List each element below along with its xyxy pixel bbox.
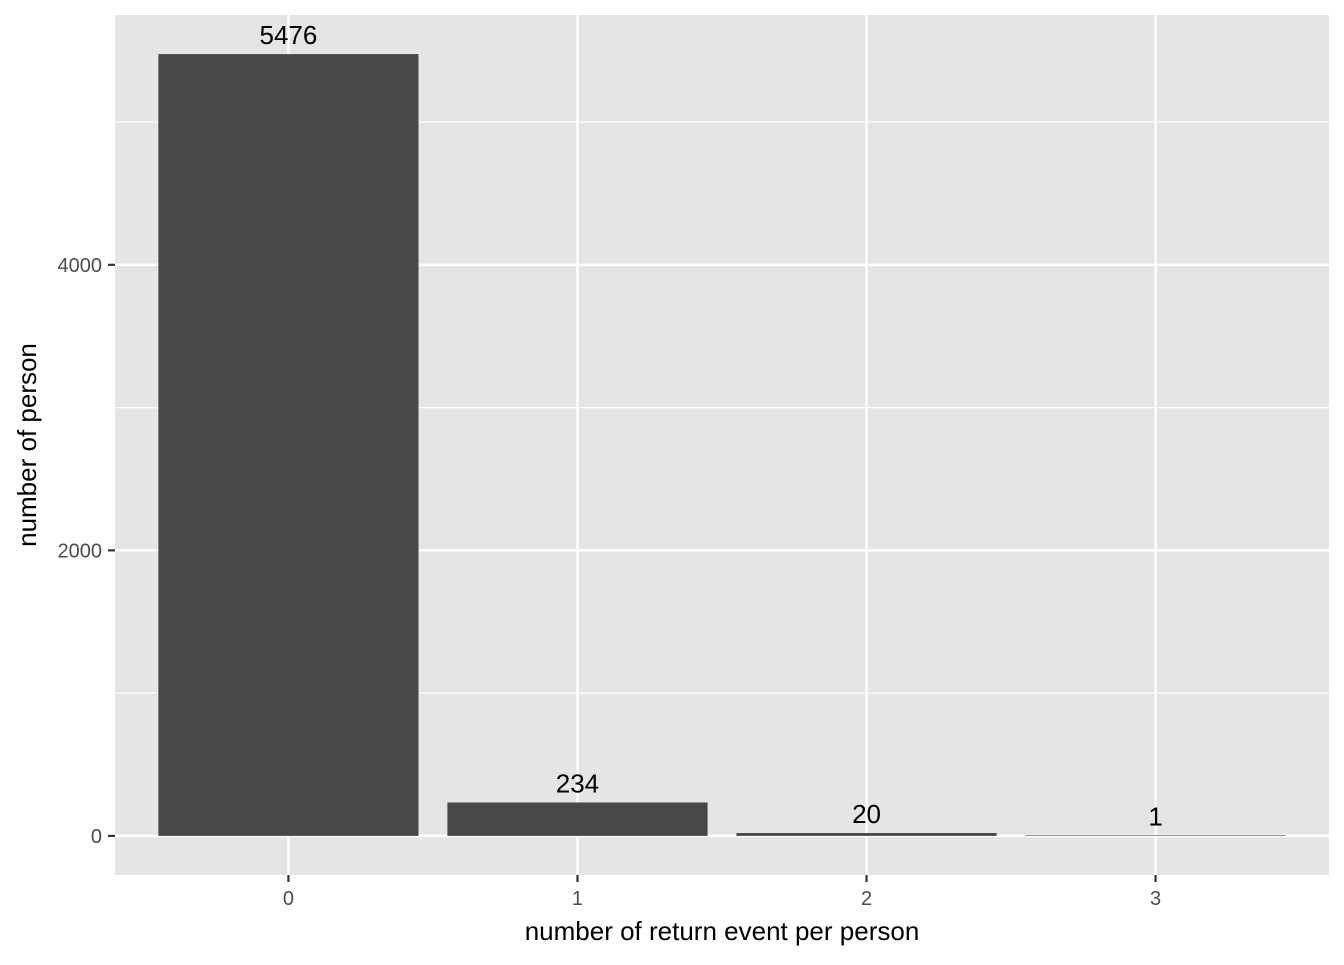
y-tick-label: 4000 bbox=[58, 255, 103, 277]
x-tick-label: 3 bbox=[1150, 888, 1161, 910]
x-tick-label: 2 bbox=[861, 888, 872, 910]
x-axis: 0 1 2 3 bbox=[283, 875, 1161, 910]
bar-2 bbox=[736, 833, 997, 836]
y-tick-label: 0 bbox=[91, 826, 102, 848]
y-axis-title: number of person bbox=[12, 343, 42, 547]
bar-1 bbox=[447, 802, 708, 836]
bar-label-3: 1 bbox=[1148, 802, 1162, 832]
bar-0 bbox=[158, 54, 419, 836]
x-tick-label: 1 bbox=[572, 888, 583, 910]
bar-data-labels: 5476 234 20 1 bbox=[260, 20, 1163, 832]
bars bbox=[158, 54, 1286, 836]
x-axis-title: number of return event per person bbox=[525, 916, 920, 946]
bar-label-1: 234 bbox=[556, 768, 599, 798]
x-tick-label: 0 bbox=[283, 888, 294, 910]
bar-label-2: 20 bbox=[852, 799, 881, 829]
y-tick-label: 2000 bbox=[58, 540, 103, 562]
y-axis: 0 2000 4000 bbox=[58, 255, 115, 848]
bar-label-0: 5476 bbox=[260, 20, 318, 50]
bar-3 bbox=[1025, 835, 1286, 836]
